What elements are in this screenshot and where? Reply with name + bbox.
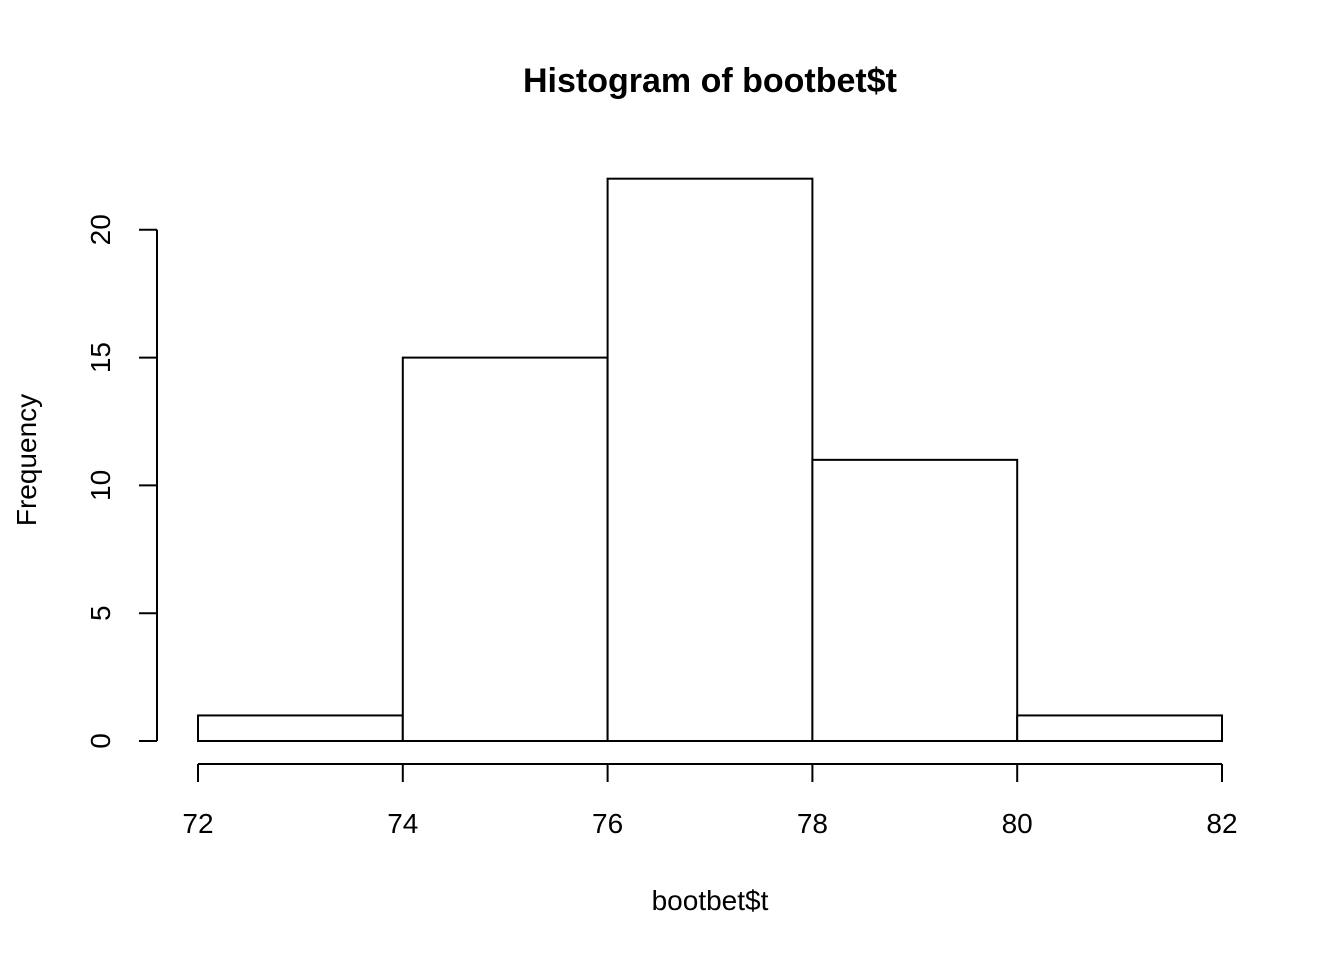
y-tick-label-0: 0 — [85, 733, 116, 749]
x-axis: 72 74 76 78 80 82 — [182, 763, 1238, 839]
histogram-bar-4 — [1016, 714, 1224, 743]
y-tick-label-1: 5 — [85, 605, 116, 621]
x-axis-label: bootbet$t — [652, 885, 769, 916]
x-tick-label-2: 76 — [592, 808, 623, 839]
x-tick-label-1: 74 — [387, 808, 418, 839]
histogram-bar-3 — [811, 458, 1019, 742]
x-tick-label-5: 82 — [1206, 808, 1237, 839]
chart-title: Histogram of bootbet$t — [523, 62, 897, 100]
x-tick-label-0: 72 — [182, 808, 213, 839]
y-tick-label-4: 20 — [85, 214, 116, 245]
y-tick-label-3: 15 — [85, 342, 116, 373]
histogram-bar-0 — [197, 714, 404, 743]
x-tick-label-4: 80 — [1002, 808, 1033, 839]
bars-group — [197, 177, 1224, 743]
histogram-bar-2 — [606, 177, 814, 742]
histogram-bar-1 — [401, 356, 609, 742]
x-tick-label-3: 78 — [797, 808, 828, 839]
y-tick-label-2: 10 — [85, 470, 116, 501]
y-axis-label: Frequency — [11, 394, 42, 526]
y-axis: 0 5 10 15 20 — [85, 214, 158, 749]
